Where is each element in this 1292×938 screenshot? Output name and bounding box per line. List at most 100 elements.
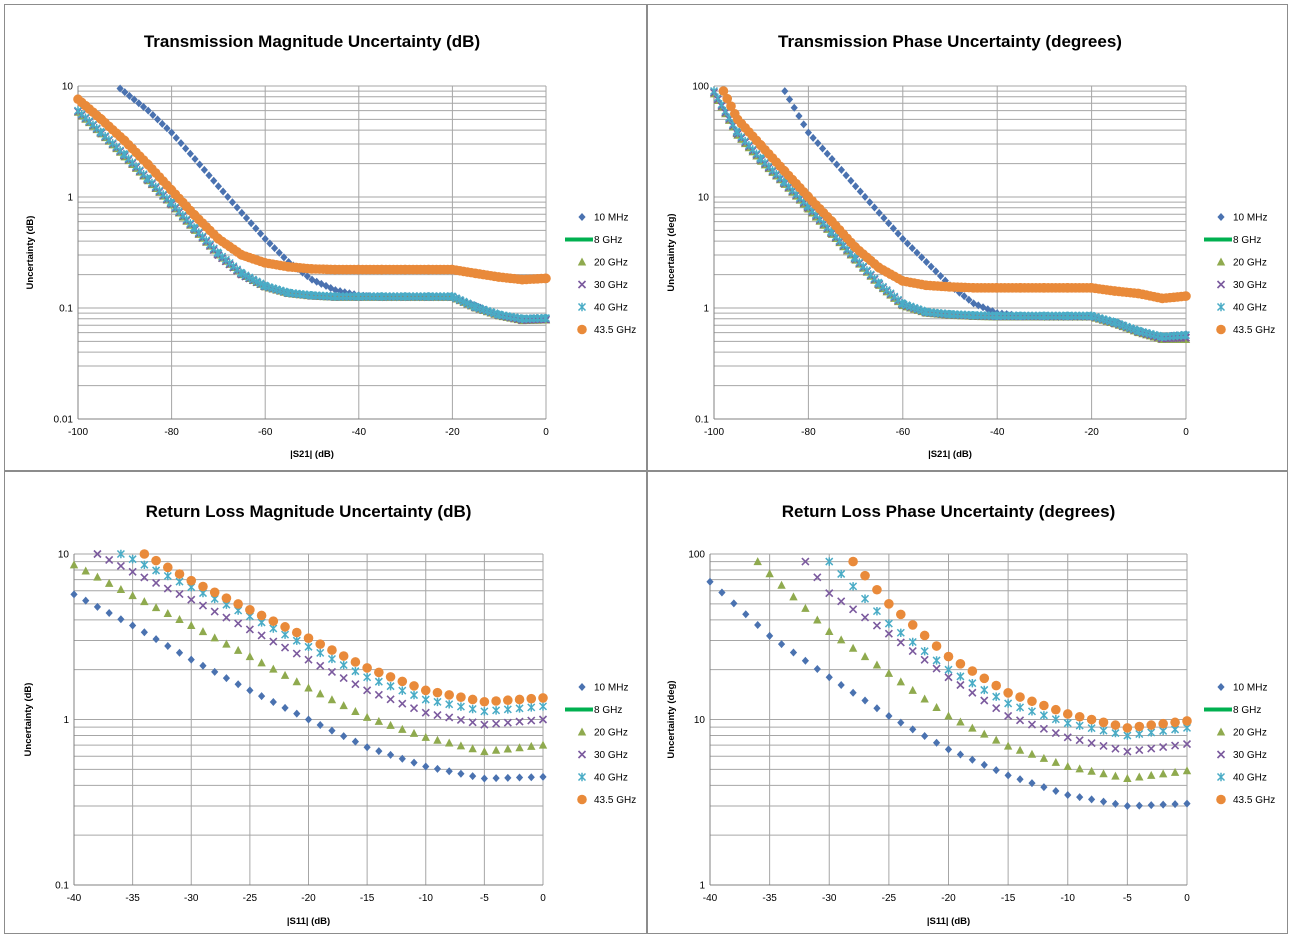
data-point (200, 165, 208, 174)
data-point (992, 704, 1001, 713)
data-point (896, 677, 905, 686)
data-point (1004, 771, 1012, 780)
data-point (848, 556, 858, 567)
data-point (1027, 696, 1037, 707)
data-point (1099, 797, 1108, 806)
data-point (908, 685, 917, 694)
data-point (538, 693, 548, 703)
data-point (339, 660, 348, 670)
data-point (1051, 729, 1060, 738)
data-point (467, 694, 478, 705)
data-point (93, 572, 102, 581)
data-point (104, 578, 114, 587)
chart-svg: Transmission Magnitude Uncertainty (dB) -… (25, 32, 636, 460)
data-point (480, 720, 489, 729)
legend-label: 30 GHz (594, 280, 628, 291)
data-point (422, 762, 430, 771)
data-point (1181, 330, 1191, 340)
data-point (1004, 699, 1013, 708)
data-point (339, 701, 348, 710)
data-point (409, 728, 419, 737)
data-point (351, 707, 360, 716)
data-point (219, 187, 227, 196)
data-point (421, 708, 430, 717)
data-point (515, 773, 524, 782)
data-point (128, 555, 137, 564)
data-point (980, 729, 989, 738)
grid (77, 85, 547, 420)
y-tick-label: 0.1 (59, 304, 73, 315)
data-point (128, 567, 137, 576)
data-point (974, 301, 982, 310)
x-tick-label: -5 (480, 893, 489, 904)
data-point (872, 606, 881, 616)
y-tick-label: 100 (688, 550, 705, 561)
data-point (932, 738, 941, 747)
data-point (1027, 707, 1037, 716)
data-point (480, 747, 489, 756)
data-point (205, 171, 213, 180)
data-point (909, 725, 917, 734)
data-point (1027, 720, 1037, 729)
data-point (920, 694, 929, 703)
data-point (233, 599, 243, 609)
data-point (433, 697, 442, 707)
data-point (503, 744, 513, 753)
data-point (266, 239, 274, 248)
data-point (527, 773, 535, 782)
series-30-ghz (801, 557, 1192, 756)
data-point (1074, 711, 1085, 722)
data-point (351, 666, 360, 676)
data-point (445, 767, 453, 776)
legend-label: 8 GHz (1233, 705, 1261, 716)
data-point (860, 652, 870, 661)
data-point (433, 735, 442, 744)
data-point (468, 744, 477, 753)
legend-marker (1216, 280, 1226, 289)
legend-label: 10 MHz (1233, 683, 1267, 694)
data-point (932, 702, 941, 711)
data-point (386, 750, 395, 759)
data-point (918, 253, 926, 262)
legend-label: 40 GHz (1233, 303, 1267, 314)
data-point (1063, 718, 1072, 728)
data-point (873, 704, 881, 713)
data-point (908, 244, 916, 253)
data-point (921, 732, 929, 741)
data-point (753, 557, 762, 566)
data-point (256, 610, 267, 621)
y-axis-label: Uncertainty (deg) (666, 680, 677, 758)
data-point (790, 103, 798, 112)
data-point (801, 603, 810, 612)
data-point (257, 631, 266, 640)
data-point (196, 160, 204, 169)
data-point (175, 590, 184, 599)
data-point (233, 645, 243, 654)
data-point (327, 645, 337, 655)
legend: 10 MHz 8 GHz 20 GHz 30 GHz 40 GHz 43.5 GHz (1204, 213, 1275, 336)
data-point (1039, 753, 1049, 762)
data-point (198, 581, 208, 592)
data-point (931, 641, 942, 651)
data-point (1027, 749, 1037, 758)
data-point (480, 707, 489, 716)
y-tick-label: 10 (694, 715, 706, 726)
data-point (421, 695, 430, 704)
data-point (1064, 790, 1072, 799)
data-point (777, 580, 786, 589)
chart-title: Return Loss Magnitude Uncertainty (dB) (146, 502, 472, 521)
data-point (233, 203, 241, 212)
data-point (1087, 738, 1096, 748)
data-point (861, 696, 869, 705)
legend-label: 20 GHz (594, 728, 628, 739)
data-point (210, 176, 218, 185)
data-point (849, 605, 858, 614)
y-axis-label: Uncertainty (deg) (666, 213, 677, 291)
data-point (163, 609, 172, 618)
data-point (163, 584, 172, 593)
data-point (198, 627, 208, 636)
data-point (281, 630, 290, 639)
data-point (1087, 766, 1096, 775)
data-point (398, 699, 407, 708)
data-point (980, 685, 989, 695)
